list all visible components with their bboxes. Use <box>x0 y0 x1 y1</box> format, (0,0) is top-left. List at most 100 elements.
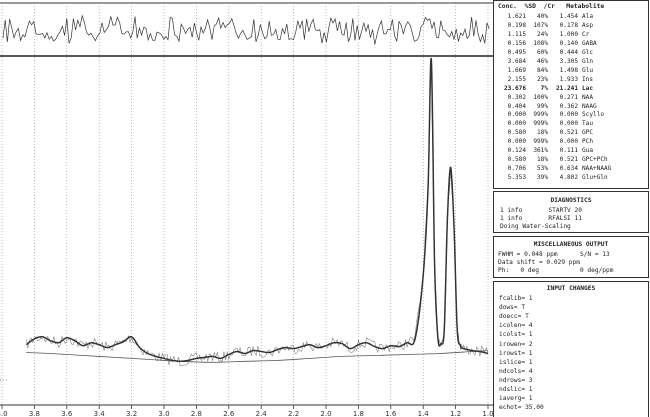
misc-line: Data shift = 0.029 ppm <box>498 259 580 266</box>
misc-line: FWHM = 0.048 ppm S/N = 13 <box>498 251 610 258</box>
cell-conc: 2.155 <box>507 75 526 83</box>
residual-trace <box>2 14 490 45</box>
cell-name: Glu <box>582 66 594 74</box>
cell-sd: 999% <box>533 138 548 146</box>
cell-sd: 7% <box>540 84 548 92</box>
cell-name: Ins <box>582 75 594 83</box>
table-row: 0.198 107% 0.178 Asp <box>498 22 593 30</box>
diagnostics-title: DIAGNOSTICS <box>550 197 592 204</box>
fit-line <box>25 57 489 363</box>
cell-sd: 40% <box>536 13 548 20</box>
cell-conc: 1.115 <box>507 30 526 38</box>
input-title: INPUT CHANGES <box>546 285 596 292</box>
table-row: 0.580 18% 0.521 GPC+PCh <box>498 156 608 164</box>
cell-conc: 1.669 <box>507 66 526 74</box>
cell-name: Lac <box>582 84 594 92</box>
cell-conc: 0.706 <box>507 165 526 173</box>
cell-name: Glc <box>582 48 594 56</box>
cell-sd: 39% <box>536 174 548 182</box>
cell-conc: 0.404 <box>507 102 526 110</box>
input-line: ndrows= 3 <box>499 376 533 384</box>
cell-cr: 4.802 <box>559 174 578 182</box>
cell-conc: 0.124 <box>507 147 526 155</box>
cell-cr: 0.271 <box>559 93 578 101</box>
table-header: Conc. %SD /Cr Metabolite <box>498 3 604 10</box>
cell-name: GPC <box>582 129 594 137</box>
cell-name: Ala <box>582 13 594 20</box>
table-row: 3.684 46% 3.305 Gln <box>498 58 593 66</box>
input-line: irowst= 1 <box>499 349 533 357</box>
cell-name: NAA <box>582 93 594 101</box>
table-row: 0.706 53% 0.634 NAA+NAAG <box>498 165 612 173</box>
residual-panel <box>0 2 493 57</box>
table-row: 1.669 84% 1.498 Glu <box>498 67 593 75</box>
table-row: 1.115 24% 1.000 Cr <box>498 30 590 39</box>
cell-name: NAAG <box>582 102 597 110</box>
spectrum-traces <box>25 57 489 367</box>
cell-sd: 53% <box>536 165 548 173</box>
cell-conc: 0.000 <box>507 120 526 128</box>
cell-sd: 99% <box>536 102 548 110</box>
cell-conc: 0.302 <box>507 93 526 101</box>
header-metabolite: Metabolite <box>566 3 605 10</box>
tick-label: 3.8 <box>29 410 40 417</box>
tick-label: 4.0 <box>0 410 8 417</box>
cell-conc: 0.198 <box>507 21 526 29</box>
input-line: islice= 1 <box>499 358 533 366</box>
table-row: 0.000 999% 0.000 Tau <box>498 120 593 128</box>
table-row: 0.495 60% 0.444 Glc <box>498 49 593 57</box>
tick-label: 2.2 <box>288 410 299 417</box>
input-line: fcalib= 1 <box>499 295 533 302</box>
cell-sd: 100% <box>533 93 548 101</box>
tick-label: 1.4 <box>418 410 430 417</box>
cell-name: PCh <box>582 138 594 146</box>
diagnostics-line: 1 info STARTV 20 <box>500 207 582 214</box>
misc-title: MISCELLANEOUS OUTPUT <box>533 241 609 248</box>
table-row: 0.580 18% 0.521 GPC <box>498 129 593 137</box>
tick-label: 2.4 <box>256 410 268 417</box>
spectrum-plot: 4.0 3.8 3.6 3.4 3.2 3.0 2.8 2.6 2.4 2.2 2.0 1.8 1.6 1… <box>0 2 493 417</box>
tick-label: 2.0 <box>320 410 331 417</box>
cell-name: Gln <box>582 57 594 65</box>
cell-sd: 361% <box>533 147 548 155</box>
cell-sd: 18% <box>536 129 548 137</box>
cell-name: NAA+NAAG <box>582 165 612 173</box>
cell-conc: 5.353 <box>507 174 526 182</box>
cell-cr: 0.634 <box>559 165 578 173</box>
residual-line <box>2 14 490 45</box>
misc-output-box: MISCELLANEOUS OUTPUT FWHM = 0.048 ppm S/… <box>493 236 649 278</box>
cell-cr: 0.178 <box>559 21 578 29</box>
input-line: iaverg= 1 <box>499 395 533 403</box>
tick-label: 3.4 <box>94 410 106 417</box>
cell-cr: 0.111 <box>559 147 578 155</box>
vertical-gridlines <box>1 3 489 405</box>
cell-cr: 1.000 <box>559 30 578 38</box>
cell-cr: 0.140 <box>559 39 578 47</box>
cell-cr: 0.521 <box>559 156 578 164</box>
input-line: ndcols= 4 <box>499 367 533 375</box>
input-line: irowen= 2 <box>499 340 533 348</box>
cell-cr: 0.000 <box>559 138 578 146</box>
misc-line: Ph: 0 deg 0 deg/ppm <box>498 267 614 274</box>
cell-cr: 0.521 <box>559 129 578 137</box>
header-cr: /Cr <box>543 3 555 10</box>
cell-cr: 0.000 <box>559 120 578 128</box>
table-row: 1.621 40% 1.454 Ala <box>498 13 593 21</box>
tick-label: 1.8 <box>353 410 364 417</box>
cell-cr: 0.444 <box>559 48 578 56</box>
cell-name: Asp <box>582 21 594 29</box>
header-sd: %SD <box>524 3 536 10</box>
x-axis-ticks: 4.0 3.8 3.6 3.4 3.2 3.0 2.8 2.6 2.4 2.2 2.0 1.8 1.6 1… <box>0 405 493 417</box>
cell-conc: 23.676 <box>503 84 526 92</box>
cell-sd: 108% <box>533 39 548 47</box>
cell-name: Glu+Gln <box>582 174 608 182</box>
table-row: 0.302 100% 0.271 NAA <box>498 94 593 102</box>
input-line: ndslic= 1 <box>499 386 533 393</box>
table-row: 0.124 361% 0.111 Gua <box>498 147 593 155</box>
input-line: echot= 35.00 <box>499 404 544 412</box>
input-line: icolst= 1 <box>499 331 533 339</box>
input-line: icolen= 4 <box>499 322 533 330</box>
cell-cr: 21.241 <box>555 84 578 92</box>
cell-sd: 999% <box>533 111 548 119</box>
